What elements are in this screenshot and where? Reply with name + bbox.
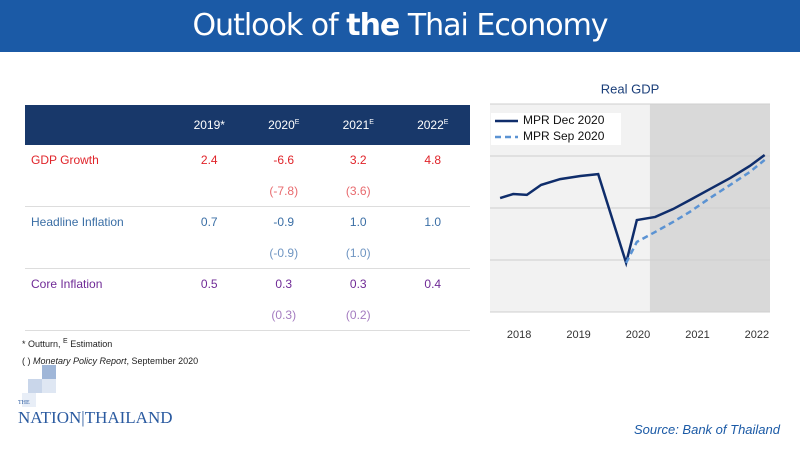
table-row: GDP Growth 2.4 -6.6 3.2 4.8 [25,145,470,176]
cell: (-0.9) [246,237,321,269]
logo-text: THAILAND [84,408,173,427]
cell [172,175,247,207]
header-cell: 2021E [321,105,396,145]
legend-bg [491,129,621,145]
x-tick-label: 2019 [566,329,590,341]
cell [395,299,470,331]
cell: 1.0 [349,215,367,230]
outlook-table: 2019* 2020E 2021E 2022E GDP Growth 2.4 -6.6 3.2… [25,105,470,331]
cell: 3.2 [349,153,367,168]
cell: (0.2) [321,299,396,331]
cell: (3.6) [321,175,396,207]
fn-text: * Outturn, [22,339,64,349]
x-tick-label: 2021 [685,329,709,341]
cell: 1.0 [424,215,442,230]
series-line [625,158,766,264]
header-text: 2019* [193,118,225,132]
table-row: (-0.9) (1.0) [25,237,470,269]
title-bar: Outlook of the Thai Economy [0,0,800,52]
table-row: Core Inflation 0.5 0.3 0.3 0.4 [25,269,470,300]
row-label: GDP Growth [31,153,99,168]
header-text: 2022 [417,118,444,132]
table-row: (-7.8) (3.6) [25,175,470,207]
cell [395,175,470,207]
row-label: Headline Inflation [31,215,124,230]
header-sup: E [443,119,449,126]
header-sup: E [369,119,374,126]
cell: -6.6 [273,153,295,168]
cell: 0.5 [200,277,218,292]
fn-sup: E [63,338,68,345]
legend-label: MPR Dec 2020 [523,113,605,127]
title-bold: the [346,8,400,43]
logo-small: THE [18,400,30,406]
source: Source: Bank of Thailand [634,422,780,437]
header-sup: E [294,119,300,126]
legend-bg [491,113,621,129]
header-cell: 2022E [395,105,470,145]
decor-squares [22,365,56,407]
cell [172,299,247,331]
cell: (-7.8) [246,175,321,207]
logo: THE NATION|THAILAND [18,400,173,427]
fn-text: ( ) [22,356,33,366]
header-cell: 2020E [246,105,321,145]
fn-text: , September 2020 [126,356,199,366]
row-label [25,299,172,331]
logo-text: NATION [18,408,82,427]
cell: (0.3) [246,299,321,331]
footnote: * Outturn, E Estimation [22,338,112,349]
header-cell: 2019* [172,105,247,145]
title: Thai Economy [399,8,609,43]
cell: 0.3 [275,277,293,292]
cell: 0.3 [349,277,367,292]
header-text: 2020 [268,118,295,132]
table-row: (0.3) (0.2) [25,299,470,331]
cell: 2.4 [200,153,218,168]
legend-label: MPR Sep 2020 [523,129,605,143]
footnote: ( ) Monetary Policy Report, September 20… [22,356,198,366]
fn-italic: Monetary Policy Report [33,356,127,366]
header-text: 2021 [342,118,370,132]
row-label [25,175,172,207]
cell: (1.0) [321,237,396,269]
series-line [499,153,766,268]
x-tick-label: 2022 [745,329,769,341]
title: Outlook of [192,8,347,43]
table-row: Headline Inflation 0.7 -0.9 1.0 1.0 [25,207,470,238]
cell: 0.4 [424,277,442,292]
row-label [25,237,172,269]
cell [172,237,247,269]
row-label: Core Inflation [31,277,103,292]
cell: -0.9 [273,215,295,230]
x-tick-label: 2018 [507,329,531,341]
fn-text: Estimation [67,339,113,349]
x-tick-label: 2020 [626,329,650,341]
chart-title: Real GDP [601,81,660,96]
chart: Real GDP 2018 2019 2020 2021 2022 MPR Dec 202… [490,81,770,341]
cell: 4.8 [424,153,442,168]
header-cell [25,105,172,145]
cell: 0.7 [200,215,218,230]
cell [395,237,470,269]
